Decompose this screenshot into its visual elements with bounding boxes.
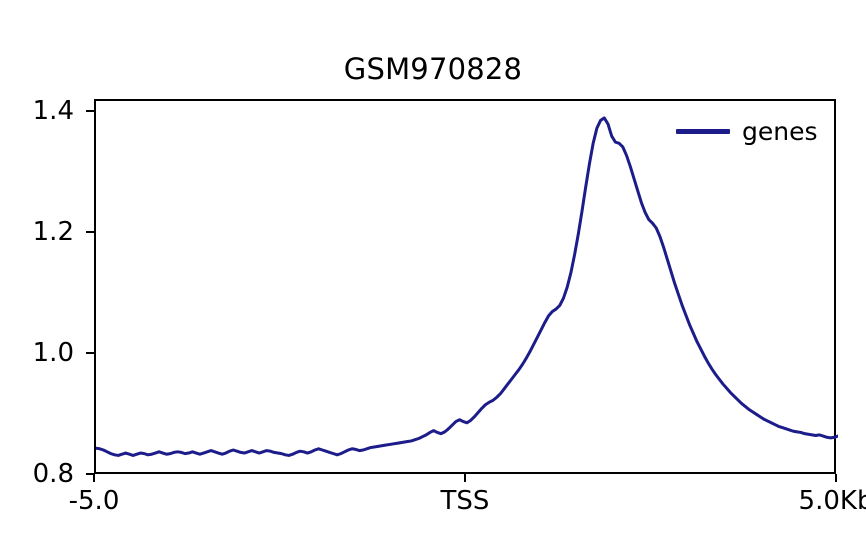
x-tick-mark (464, 474, 466, 482)
x-tick-label: -5.0 (68, 486, 120, 516)
legend-label-genes: genes (742, 116, 818, 146)
y-tick-mark (86, 352, 94, 355)
plot-area (94, 99, 838, 474)
x-tick-mark (93, 474, 95, 482)
y-tick-mark (86, 231, 94, 234)
x-tick-label: TSS (440, 486, 490, 516)
series-genes-line (96, 116, 838, 457)
y-tick-mark (86, 110, 94, 113)
x-tick-mark (835, 474, 837, 482)
y-tick-label: 1.2 (32, 217, 74, 248)
x-tick-label: 5.0Kb (798, 486, 866, 516)
y-tick-mark (86, 473, 94, 475)
y-tick-label: 0.8 (32, 459, 74, 489)
y-tick-label: 1.0 (32, 338, 74, 369)
legend-swatch-genes (676, 128, 730, 134)
chart-title: GSM970828 (343, 52, 523, 86)
chart-legend: genes (676, 117, 818, 145)
y-tick-label: 1.4 (32, 96, 74, 127)
